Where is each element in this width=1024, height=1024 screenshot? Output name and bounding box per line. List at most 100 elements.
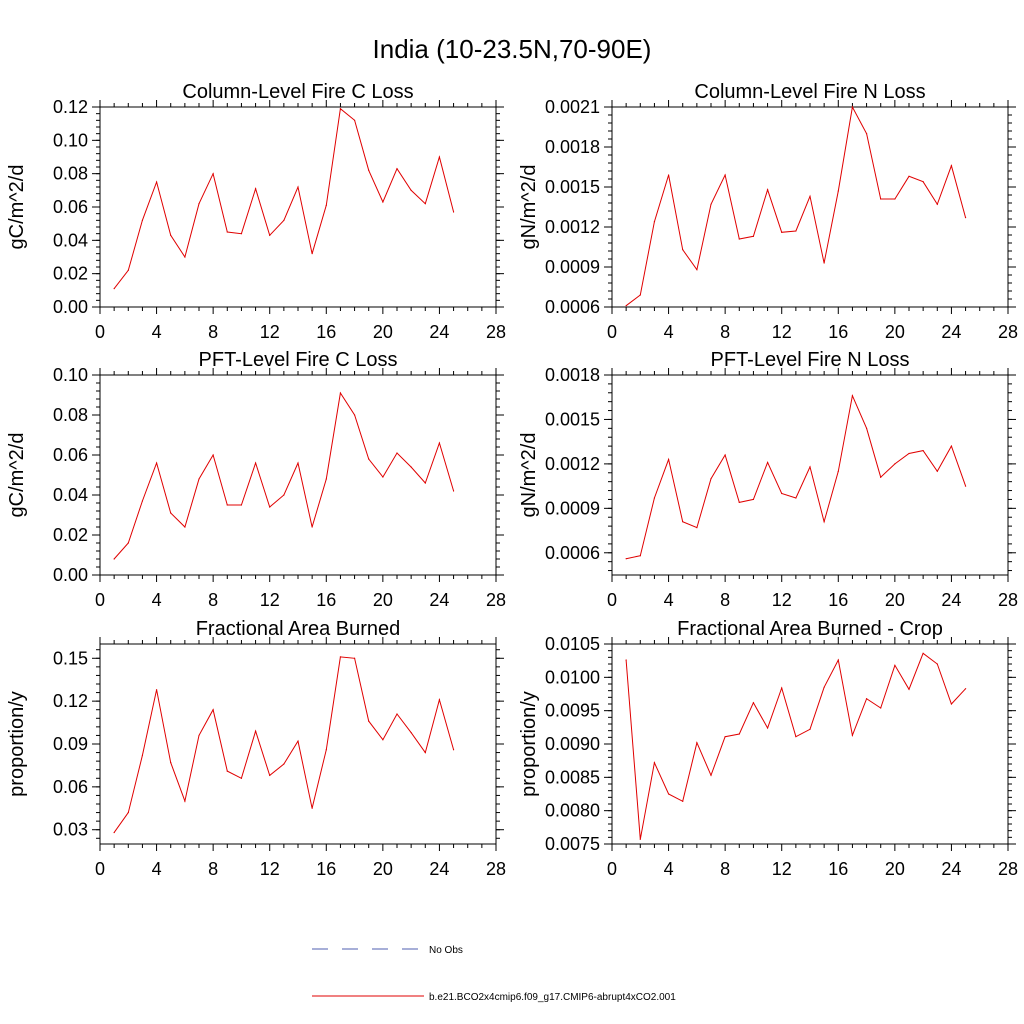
data-point xyxy=(170,512,172,514)
data-point xyxy=(240,233,243,235)
y-tick-label: 0.06 xyxy=(53,445,88,465)
data-point xyxy=(908,175,910,177)
data-point xyxy=(141,500,144,502)
data-point xyxy=(226,231,228,233)
data-point xyxy=(184,800,186,802)
data-point xyxy=(353,414,356,416)
y-tick-label: 0.06 xyxy=(53,197,88,217)
x-tick-label: 12 xyxy=(772,322,792,342)
data-point xyxy=(865,133,868,135)
y-tick-label: 0.0012 xyxy=(545,454,600,474)
y-tick-label: 0.03 xyxy=(53,820,88,840)
x-tick-label: 20 xyxy=(373,859,393,879)
y-tick-label: 0.15 xyxy=(53,648,88,668)
data-point xyxy=(795,736,797,738)
y-axis-label: proportion/y xyxy=(518,691,540,797)
data-point xyxy=(625,558,627,560)
y-tick-label: 0.0015 xyxy=(545,409,600,429)
data-point xyxy=(240,777,243,779)
data-point xyxy=(752,235,755,237)
series-line-1 xyxy=(625,652,966,840)
data-point xyxy=(880,476,882,478)
x-tick-label: 12 xyxy=(772,590,792,610)
x-tick-label: 0 xyxy=(95,322,105,342)
x-tick-label: 4 xyxy=(664,590,674,610)
y-tick-label: 0.04 xyxy=(53,230,88,250)
data-point xyxy=(212,454,214,456)
data-point xyxy=(639,294,641,296)
data-point xyxy=(283,763,285,765)
panel-title: Column-Level Fire C Loss xyxy=(182,81,413,103)
data-point xyxy=(410,731,412,734)
data-point xyxy=(894,664,896,666)
data-point xyxy=(936,470,938,472)
panel-title: PFT-Level Fire C Loss xyxy=(199,349,398,371)
x-tick-label: 16 xyxy=(828,590,848,610)
x-tick-label: 4 xyxy=(664,859,674,879)
series-line-1 xyxy=(113,656,455,833)
y-axis-label: gC/m^2/d xyxy=(6,165,28,250)
x-tick-label: 20 xyxy=(373,590,393,610)
y-tick-label: 0.0075 xyxy=(545,834,600,854)
x-tick-label: 24 xyxy=(941,590,961,610)
plot-frame xyxy=(611,374,1009,576)
data-point xyxy=(396,713,398,715)
data-point xyxy=(781,687,783,689)
data-point xyxy=(908,688,910,690)
data-point xyxy=(766,189,769,191)
y-tick-label: 0.02 xyxy=(53,525,88,545)
x-tick-label: 8 xyxy=(208,859,218,879)
y-axis-label: gC/m^2/d xyxy=(6,433,28,518)
data-point xyxy=(382,476,384,478)
y-tick-label: 0.0015 xyxy=(545,177,600,197)
data-point xyxy=(198,203,200,205)
data-point xyxy=(894,463,896,465)
data-point xyxy=(795,230,797,232)
data-point xyxy=(113,558,115,560)
data-point xyxy=(766,727,769,729)
data-point xyxy=(667,793,670,795)
x-tick-label: 20 xyxy=(373,322,393,342)
x-tick-label: 0 xyxy=(607,859,617,879)
data-point xyxy=(155,462,158,464)
x-tick-label: 8 xyxy=(208,322,218,342)
data-point xyxy=(368,720,370,722)
data-point xyxy=(922,652,924,654)
x-tick-label: 24 xyxy=(941,859,961,879)
data-point xyxy=(170,761,172,764)
y-tick-label: 0.0095 xyxy=(545,701,600,721)
y-tick-label: 0.0021 xyxy=(545,97,600,117)
data-point xyxy=(724,736,726,738)
data-point xyxy=(127,811,129,814)
x-tick-label: 0 xyxy=(95,590,105,610)
x-tick-label: 24 xyxy=(429,590,449,610)
data-point xyxy=(424,482,426,484)
y-tick-label: 0.0006 xyxy=(545,543,600,563)
data-point xyxy=(837,470,839,472)
data-point xyxy=(339,108,342,110)
x-tick-label: 0 xyxy=(607,590,617,610)
series-line-1 xyxy=(113,107,455,290)
data-point xyxy=(667,458,670,461)
data-point xyxy=(283,494,285,496)
data-point xyxy=(368,458,370,460)
data-point xyxy=(212,173,214,175)
data-point xyxy=(922,181,924,183)
data-point xyxy=(653,497,656,499)
data-point xyxy=(240,504,243,506)
y-tick-label: 0.0006 xyxy=(545,297,600,317)
x-tick-label: 20 xyxy=(885,590,905,610)
data-point xyxy=(809,466,811,468)
y-tick-label: 0.06 xyxy=(53,777,88,797)
y-tick-label: 0.0012 xyxy=(545,217,600,237)
data-point xyxy=(710,774,712,776)
y-tick-label: 0.0090 xyxy=(545,734,600,754)
data-point xyxy=(396,168,398,170)
data-point xyxy=(184,526,186,528)
y-tick-label: 0.09 xyxy=(53,734,88,754)
data-point xyxy=(851,106,854,108)
x-tick-label: 12 xyxy=(260,859,280,879)
data-point xyxy=(823,521,825,523)
plot-frame xyxy=(99,374,497,576)
